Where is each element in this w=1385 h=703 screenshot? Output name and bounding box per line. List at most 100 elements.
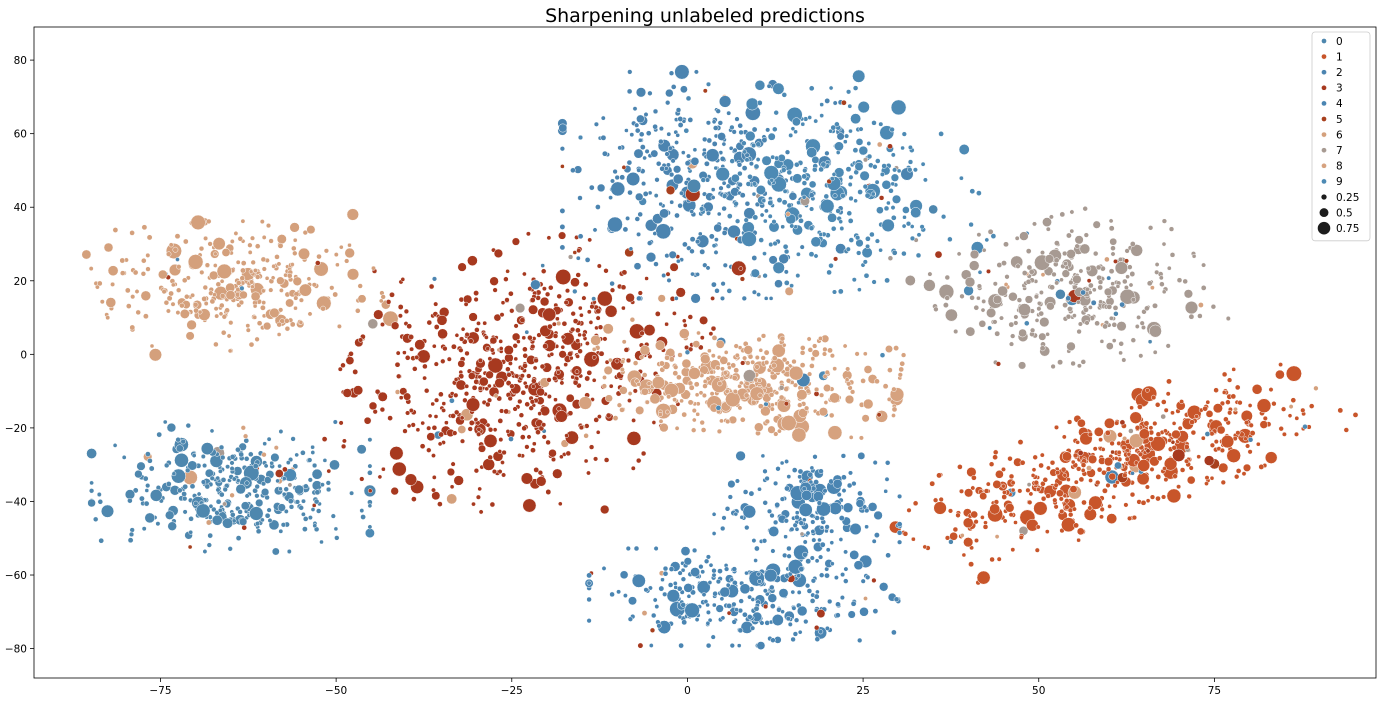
data-point-class-9 <box>795 251 801 257</box>
data-point-class-4 <box>748 490 755 497</box>
data-point-class-6 <box>240 267 246 274</box>
data-point-class-1 <box>1202 405 1208 412</box>
data-point-class-0 <box>307 457 313 463</box>
data-point-class-3 <box>632 388 638 394</box>
data-point-class-7 <box>1161 218 1168 224</box>
data-point-class-3 <box>420 420 426 426</box>
data-point-class-1 <box>1040 481 1046 487</box>
data-point-class-2 <box>665 100 671 106</box>
data-point-class-9 <box>747 173 753 180</box>
data-point-class-3 <box>681 318 687 324</box>
data-point-class-2 <box>677 122 684 128</box>
data-point-class-1 <box>1294 415 1300 421</box>
data-point-class-0 <box>288 504 295 510</box>
x-tick-label: −50 <box>325 685 347 697</box>
data-point-class-7 <box>1018 328 1027 338</box>
data-point-class-1 <box>1068 512 1074 518</box>
data-point-class-1 <box>1053 482 1059 488</box>
data-point-class-4 <box>797 468 804 475</box>
legend-size-marker <box>1317 221 1331 235</box>
data-point-class-6 <box>96 280 103 287</box>
data-point-class-0 <box>92 516 99 523</box>
data-point-class-7 <box>1051 271 1057 278</box>
data-point-class-3 <box>476 320 481 326</box>
data-point-class-0 <box>147 457 153 464</box>
data-point-class-6 <box>261 266 267 272</box>
data-point-class-1 <box>1140 499 1147 506</box>
data-point-class-2 <box>617 145 623 151</box>
data-point-class-7 <box>1110 281 1116 287</box>
data-point-class-1 <box>992 449 999 456</box>
data-point-class-2 <box>652 108 659 115</box>
data-point-class-1 <box>1072 452 1079 459</box>
data-point-class-7 <box>1070 360 1076 367</box>
data-point-class-7 <box>1128 428 1134 434</box>
data-point-class-6 <box>158 269 168 280</box>
data-point-class-9 <box>838 219 844 225</box>
data-point-class-9 <box>773 110 779 116</box>
data-point-class-6 <box>357 294 367 304</box>
data-point-class-6 <box>298 297 304 303</box>
data-point-class-1 <box>982 524 989 530</box>
data-point-class-3 <box>526 373 532 379</box>
data-point-class-3 <box>414 339 426 351</box>
data-point-class-0 <box>202 549 208 554</box>
data-point-class-9 <box>879 352 886 358</box>
data-point-class-9 <box>755 141 762 148</box>
data-point-class-4 <box>779 460 785 466</box>
data-point-class-4 <box>770 637 776 643</box>
data-point-class-2 <box>668 171 675 178</box>
data-point-class-3 <box>516 339 521 344</box>
data-point-class-2 <box>639 144 646 151</box>
data-point-class-4 <box>727 494 733 500</box>
data-point-class-3 <box>603 457 610 463</box>
data-point-class-8 <box>783 386 790 392</box>
data-point-class-6 <box>380 294 386 300</box>
data-point-class-0 <box>240 501 250 511</box>
data-point-class-6 <box>233 230 239 236</box>
data-point-class-4 <box>794 510 800 516</box>
data-point-class-3 <box>564 430 579 445</box>
data-point-class-4 <box>804 583 811 589</box>
data-point-class-4 <box>812 491 824 502</box>
data-point-class-4 <box>724 506 731 512</box>
data-point-class-3 <box>489 336 498 345</box>
data-point-class-8 <box>707 348 712 354</box>
data-point-class-9 <box>916 232 922 238</box>
data-point-class-1 <box>1025 487 1031 493</box>
data-point-class-0 <box>298 505 304 511</box>
data-point-class-3 <box>577 332 582 338</box>
data-point-class-8 <box>242 433 249 439</box>
data-point-class-1 <box>1259 420 1269 429</box>
data-point-class-0 <box>166 422 177 433</box>
data-point-class-8 <box>556 320 562 327</box>
data-point-class-5 <box>665 185 676 195</box>
data-point-class-9 <box>808 180 817 189</box>
data-point-class-8 <box>692 340 701 348</box>
data-point-class-9 <box>959 175 964 181</box>
data-point-class-2 <box>664 253 670 259</box>
data-point-class-3 <box>411 496 417 502</box>
data-point-class-8 <box>727 365 732 370</box>
data-point-class-6 <box>446 493 458 505</box>
data-point-class-9 <box>283 468 297 482</box>
data-point-class-2 <box>768 255 778 265</box>
data-point-class-8 <box>632 360 639 366</box>
data-point-class-0 <box>141 526 147 532</box>
data-point-class-3 <box>499 312 505 318</box>
data-point-class-6 <box>268 287 274 293</box>
data-point-class-2 <box>761 137 768 144</box>
data-point-class-3 <box>337 366 343 372</box>
data-point-class-0 <box>300 511 306 517</box>
data-point-class-7 <box>1059 211 1066 218</box>
data-point-class-9 <box>886 200 891 206</box>
data-point-class-3 <box>433 324 440 330</box>
data-point-class-8 <box>723 350 729 355</box>
data-point-class-4 <box>784 485 790 492</box>
data-point-class-3 <box>507 360 513 366</box>
data-point-class-3 <box>338 420 344 426</box>
data-point-class-7 <box>1063 261 1069 267</box>
data-point-class-8 <box>608 357 613 363</box>
data-point-class-8 <box>728 415 738 425</box>
data-point-class-1 <box>1042 477 1049 483</box>
